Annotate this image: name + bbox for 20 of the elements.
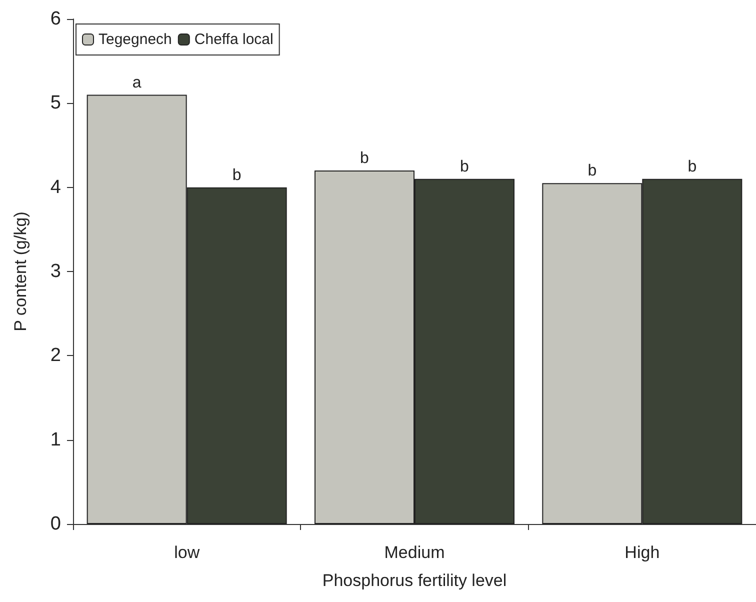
data-label: a xyxy=(132,74,142,92)
x-tick-label: Medium xyxy=(384,543,445,562)
data-label: b xyxy=(588,162,597,180)
y-tick-label: 3 xyxy=(50,261,61,282)
y-tick-label: 6 xyxy=(50,8,61,30)
x-tick-label: High xyxy=(624,543,660,562)
x-axis-title: Phosphorus fertility level xyxy=(322,571,507,590)
y-tick-label: 4 xyxy=(50,176,62,198)
data-label: b xyxy=(460,158,470,176)
data-label: b xyxy=(688,158,697,176)
legend-label: Cheffa local xyxy=(194,31,274,48)
legend-label: Tegegnech xyxy=(98,31,172,48)
y-tick-label: 2 xyxy=(50,345,61,366)
y-axis-title: P content (g/kg) xyxy=(11,212,30,332)
data-label: b xyxy=(360,150,370,167)
data-label: b xyxy=(232,166,242,184)
x-tick-label: low xyxy=(174,543,200,562)
y-tick-label: 0 xyxy=(50,514,61,534)
y-tick-label: 1 xyxy=(50,429,61,450)
y-tick-label: 5 xyxy=(50,92,61,114)
